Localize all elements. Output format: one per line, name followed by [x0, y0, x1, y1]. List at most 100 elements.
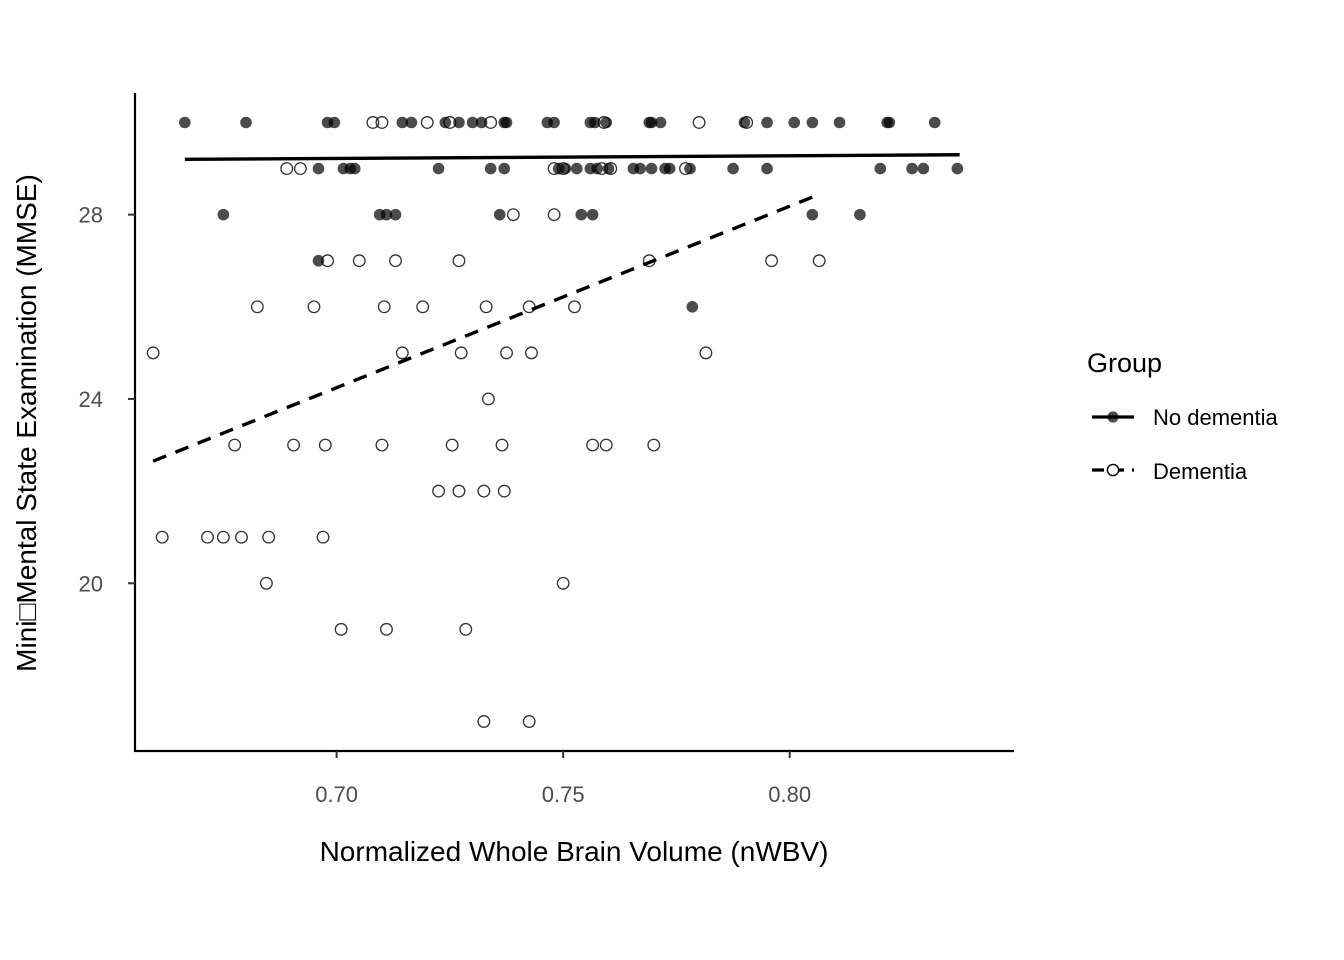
- point-dementia: [235, 530, 248, 544]
- point-no-dementia: [906, 162, 918, 175]
- point-dementia: [506, 208, 520, 222]
- point-dementia: [495, 438, 509, 452]
- point-no-dementia: [883, 116, 896, 129]
- point-dementia: [568, 300, 581, 314]
- point-dementia: [454, 346, 468, 360]
- point-no-dementia: [432, 162, 445, 175]
- point-no-dementia: [217, 208, 230, 221]
- x-axis-title: Normalized Whole Brain Volume (nWBV): [320, 836, 829, 867]
- point-no-dementia: [380, 208, 393, 221]
- point-dementia: [389, 254, 402, 268]
- point-dementia: [352, 254, 366, 268]
- point-dementia: [201, 530, 214, 544]
- point-no-dementia: [928, 116, 941, 129]
- point-no-dementia: [348, 162, 361, 175]
- point-no-dementia: [806, 208, 819, 221]
- point-dementia: [293, 162, 307, 176]
- y-tick-label: 20: [79, 571, 103, 596]
- point-no-dementia: [466, 116, 479, 129]
- point-dementia: [740, 116, 754, 129]
- point-dementia: [547, 162, 561, 176]
- point-dementia: [452, 484, 466, 498]
- point-no-dementia: [591, 162, 603, 175]
- point-dementia: [380, 622, 393, 636]
- point-no-dementia: [405, 116, 418, 129]
- point-dementia: [259, 576, 273, 590]
- point-dementia: [375, 438, 389, 452]
- point-no-dementia: [917, 162, 930, 175]
- point-no-dementia: [493, 208, 506, 221]
- legend-title: Group: [1087, 348, 1162, 378]
- point-no-dementia: [806, 116, 819, 129]
- point-dementia: [522, 715, 536, 728]
- point-no-dementia: [312, 254, 325, 267]
- point-no-dementia: [874, 162, 887, 175]
- point-dementia: [366, 116, 380, 129]
- legend: Group No dementia Dementia: [1087, 348, 1279, 484]
- point-dementia: [334, 622, 348, 636]
- point-no-dementia: [484, 162, 497, 175]
- point-dementia: [452, 254, 466, 268]
- point-dementia: [377, 300, 391, 314]
- point-no-dementia: [761, 162, 773, 175]
- point-no-dementia: [634, 162, 646, 175]
- point-dementia: [647, 438, 661, 452]
- point-no-dementia: [761, 116, 773, 129]
- point-dementia: [420, 116, 434, 129]
- point-no-dementia: [475, 116, 488, 129]
- legend-key-dementia: [1092, 463, 1134, 477]
- point-no-dementia: [654, 116, 667, 129]
- point-no-dementia: [498, 162, 511, 175]
- point-dementia: [597, 116, 611, 129]
- point-dementia: [155, 530, 169, 544]
- point-dementia: [445, 438, 459, 452]
- point-no-dementia: [179, 116, 191, 129]
- point-no-dementia: [951, 162, 964, 175]
- fit-line-dementia: [152, 194, 816, 463]
- legend-label-no-dementia: No dementia: [1153, 405, 1279, 430]
- point-no-dementia: [575, 208, 588, 221]
- point-no-dementia: [854, 208, 866, 221]
- point-dementia: [604, 162, 618, 176]
- point-no-dementia: [589, 116, 601, 129]
- point-no-dementia: [788, 116, 801, 129]
- point-dementia: [586, 438, 600, 452]
- point-no-dementia: [500, 116, 513, 129]
- point-dementia: [432, 484, 446, 498]
- point-dementia: [375, 116, 389, 129]
- point-no-dementia: [663, 162, 676, 175]
- point-no-dementia: [684, 162, 696, 175]
- point-dementia: [556, 576, 570, 590]
- point-no-dementia: [570, 162, 583, 175]
- point-dementia: [692, 116, 706, 129]
- point-no-dementia: [586, 208, 599, 221]
- point-dementia: [484, 116, 498, 129]
- point-no-dementia: [240, 116, 252, 129]
- point-dementia: [321, 254, 335, 268]
- point-no-dementia: [645, 116, 658, 129]
- point-dementia: [556, 162, 570, 176]
- point-dementia: [699, 346, 713, 360]
- point-dementia: [443, 116, 457, 129]
- point-dementia: [216, 530, 230, 544]
- point-no-dementia: [453, 116, 465, 129]
- point-dementia: [479, 300, 493, 314]
- point-dementia: [481, 392, 495, 406]
- point-dementia: [522, 300, 536, 314]
- point-no-dementia: [686, 301, 699, 313]
- point-dementia: [287, 438, 301, 452]
- point-dementia: [280, 162, 294, 176]
- point-dementia: [307, 300, 321, 314]
- point-dementia: [812, 254, 826, 268]
- fit-lines-layer: [152, 153, 960, 463]
- y-tick-label: 24: [79, 387, 103, 412]
- point-dementia: [497, 484, 511, 498]
- point-dementia: [477, 715, 491, 728]
- legend-key-no-dementia: [1092, 411, 1134, 423]
- point-no-dementia: [645, 162, 658, 175]
- point-dementia: [595, 162, 609, 176]
- point-dementia: [547, 208, 561, 222]
- x-tick-label: 0.70: [315, 782, 358, 807]
- point-dementia: [599, 438, 613, 452]
